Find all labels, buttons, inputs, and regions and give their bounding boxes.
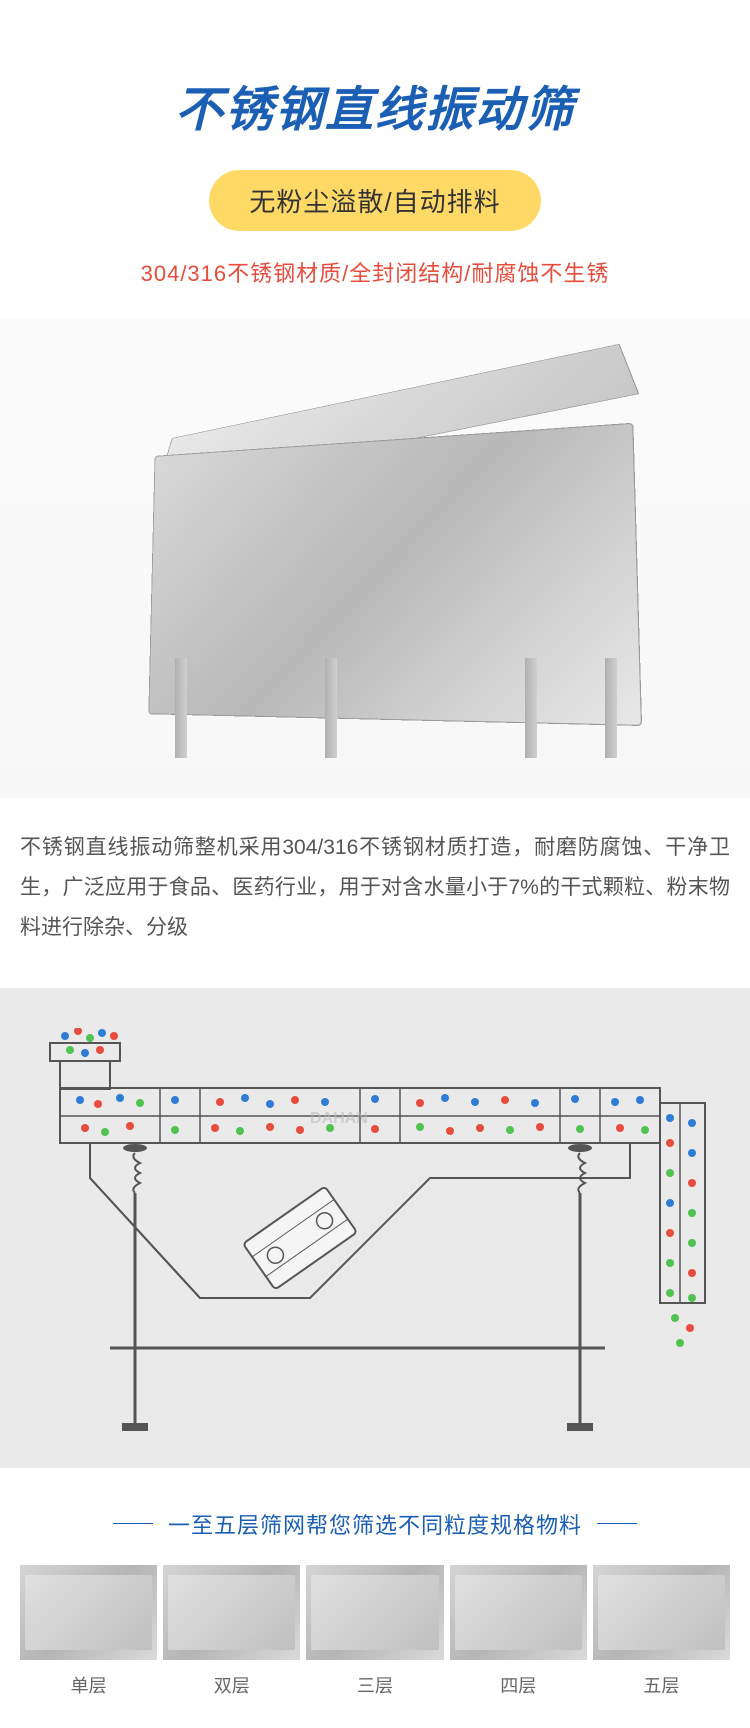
layers-title-wrap: 一至五层筛网帮您筛选不同粒度规格物料 — [20, 1508, 730, 1540]
layers-title: 一至五层筛网帮您筛选不同粒度规格物料 — [153, 1508, 597, 1540]
thumb-label-1: 单层 — [20, 1672, 157, 1698]
thumb-label-4: 四层 — [450, 1672, 587, 1698]
feature-badge: 无粉尘溢散/自动排料 — [209, 170, 540, 231]
thumb-3-layer — [306, 1565, 443, 1660]
vibration-motor — [243, 1186, 357, 1289]
outlet-particles — [666, 1114, 696, 1347]
working-principle-diagram: DAHAN — [0, 988, 750, 1468]
spring-right — [568, 1144, 592, 1193]
spring-left — [123, 1144, 147, 1193]
layer-labels: 单层 双层 三层 四层 五层 — [20, 1672, 730, 1698]
material-subtitle: 304/316不锈钢材质/全封闭结构/耐腐蚀不生锈 — [0, 256, 750, 288]
layers-section: 一至五层筛网帮您筛选不同粒度规格物料 单层 双层 三层 四层 五层 — [0, 1468, 750, 1728]
thumb-4-layer — [450, 1565, 587, 1660]
thumb-5-layer — [593, 1565, 730, 1660]
layer-thumbnails — [20, 1565, 730, 1660]
product-title: 不锈钢直线振动筛 — [0, 0, 750, 170]
thumb-2-layer — [163, 1565, 300, 1660]
product-infographic: 不锈钢直线振动筛 无粉尘溢散/自动排料 304/316不锈钢材质/全封闭结构/耐… — [0, 0, 750, 1728]
diagram-watermark: DAHAN — [310, 1110, 368, 1127]
thumb-label-3: 三层 — [306, 1672, 443, 1698]
thumb-label-2: 双层 — [163, 1672, 300, 1698]
schematic-svg: DAHAN — [30, 1028, 720, 1448]
thumb-1-layer — [20, 1565, 157, 1660]
thumb-label-5: 五层 — [593, 1672, 730, 1698]
product-description: 不锈钢直线振动筛整机采用304/316不锈钢材质打造，耐磨防腐蚀、干净卫生，广泛… — [0, 798, 750, 988]
hero-product-image — [0, 318, 750, 798]
machine-render — [75, 358, 675, 758]
